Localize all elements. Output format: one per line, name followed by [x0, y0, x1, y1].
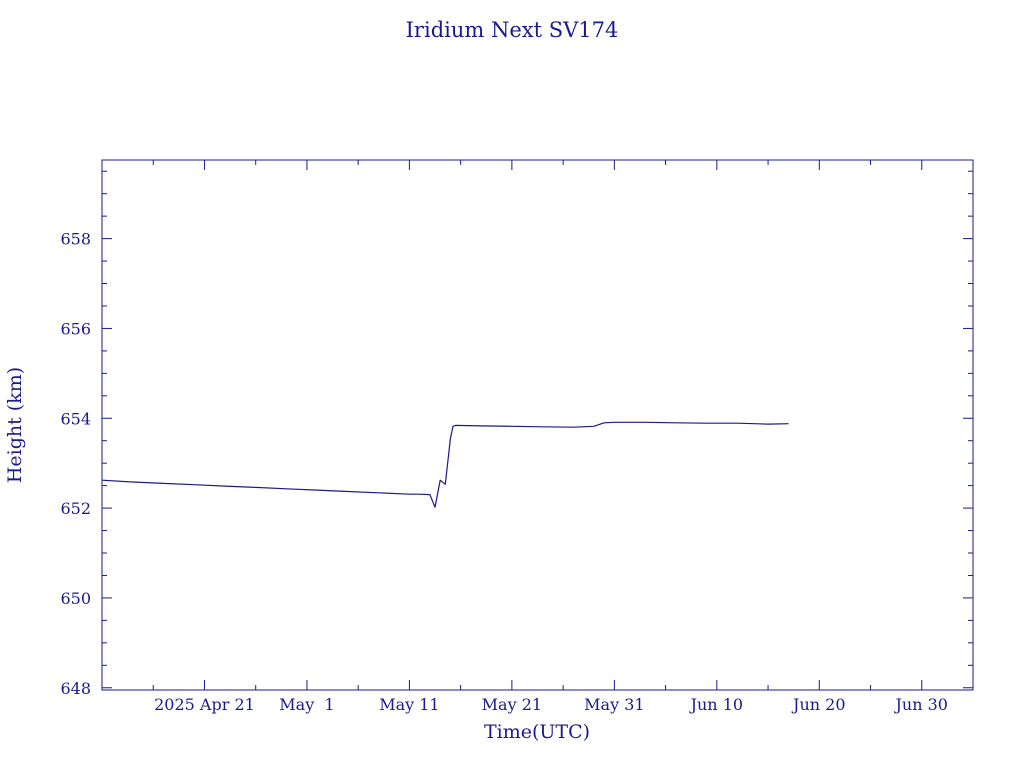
x-tick-label: May 1	[279, 695, 334, 714]
x-tick-label: May 11	[379, 695, 439, 714]
height-series-line	[101, 421, 789, 508]
y-tick-label: 650	[60, 589, 91, 608]
y-axis-label: Height (km)	[4, 367, 26, 483]
x-axis-label: Time(UTC)	[484, 721, 590, 743]
x-tick-label: 2025 Apr 21	[154, 695, 255, 714]
y-tick-label: 658	[60, 230, 91, 249]
y-tick-label: 652	[60, 499, 91, 518]
x-tick-label: May 21	[482, 695, 542, 714]
x-tick-label: Jun 10	[689, 695, 743, 714]
axis-ticks	[102, 160, 974, 690]
plot-frame	[101, 159, 974, 691]
y-tick-label: 656	[60, 319, 91, 338]
series-layer	[101, 421, 789, 508]
x-axis-tick-labels: 2025 Apr 21 May 1 May 11 May 21 May 31 Jun 10…	[154, 695, 948, 714]
x-tick-label: May 31	[584, 695, 644, 714]
x-tick-label: Jun 20	[791, 695, 845, 714]
x-tick-label: Jun 30	[894, 695, 948, 714]
y-tick-label: 648	[60, 679, 91, 698]
y-axis-tick-labels: 648 650 652 654 656 658	[60, 230, 91, 698]
chart-title: Iridium Next SV174	[406, 18, 619, 42]
y-tick-label: 654	[60, 409, 91, 428]
